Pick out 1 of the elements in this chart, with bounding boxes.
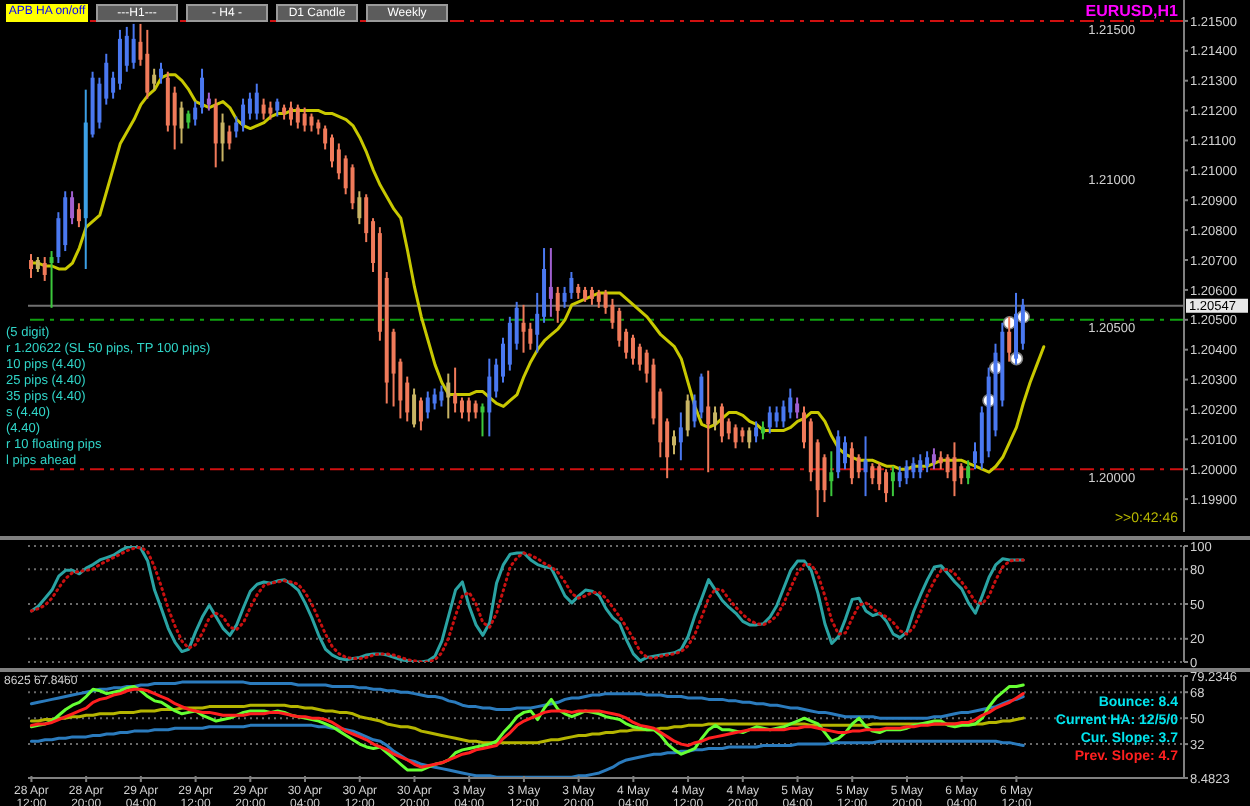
chart-title: EURUSD,H1 [1085, 2, 1178, 20]
